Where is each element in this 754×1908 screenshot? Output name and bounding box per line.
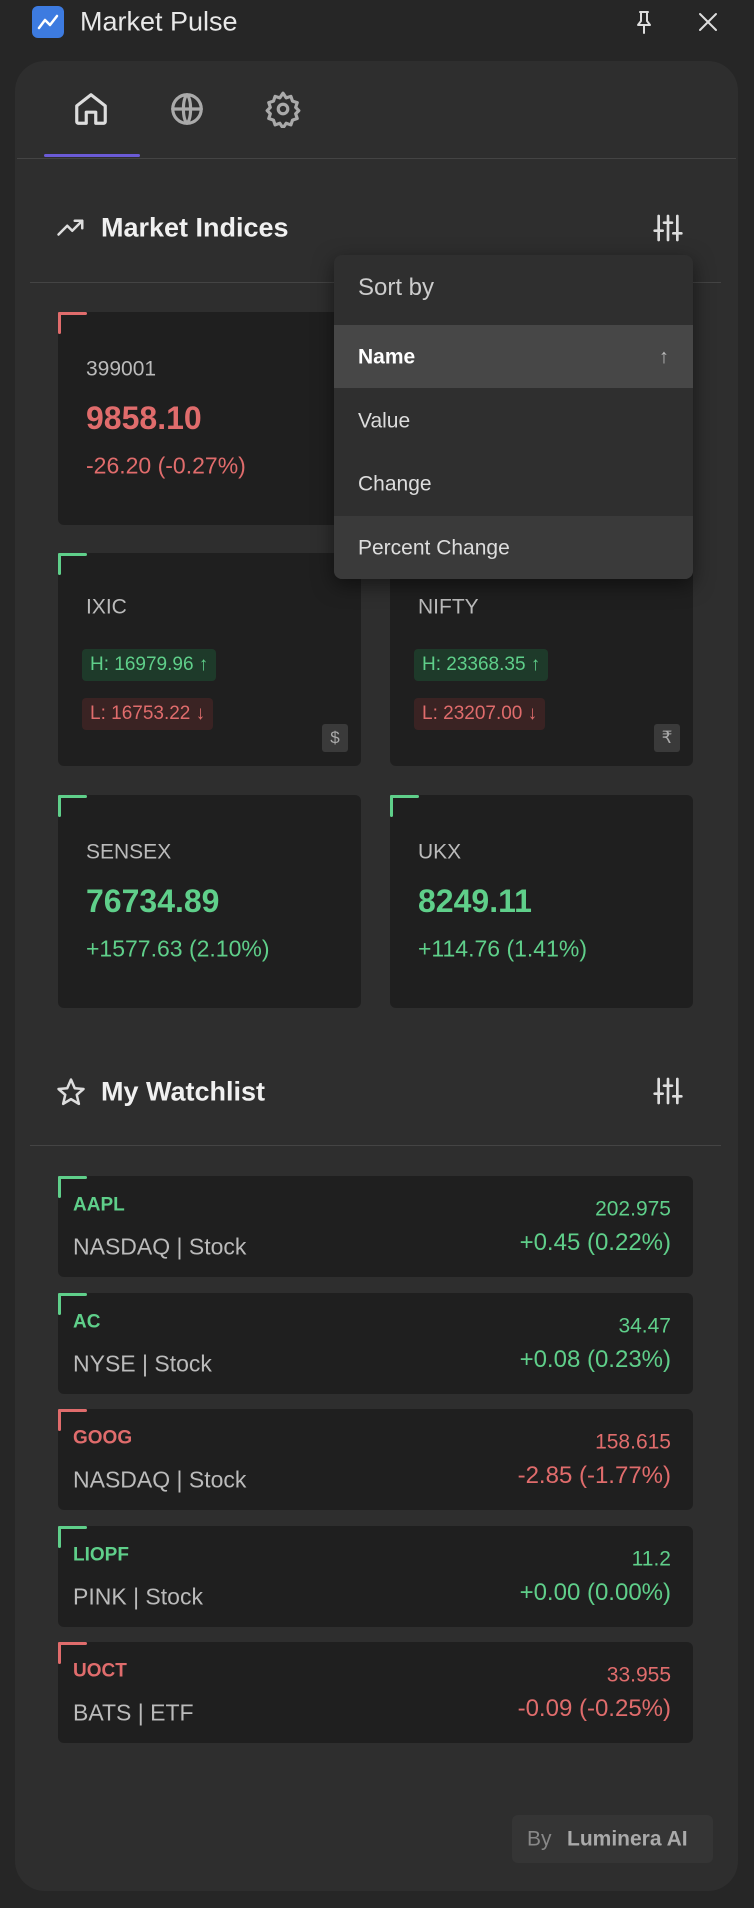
index-value: 76734.89 xyxy=(86,883,220,919)
sort-button[interactable] xyxy=(652,1075,684,1107)
globe-tab[interactable] xyxy=(168,90,206,128)
item-exchange: NYSE | Stock xyxy=(73,1350,212,1377)
footer-brand: Luminera AI xyxy=(567,1827,688,1851)
app-title: Market Pulse xyxy=(80,6,238,37)
section-title: Market Indices xyxy=(101,212,289,243)
card-accent xyxy=(58,1176,87,1179)
sort-option[interactable]: Percent Change xyxy=(334,515,693,579)
close-button[interactable] xyxy=(697,11,719,33)
index-card[interactable]: 399001 9858.10 -26.20 (-0.27%) xyxy=(58,312,361,525)
index-card[interactable]: SENSEX 76734.89 +1577.63 (2.10%) xyxy=(58,795,361,1008)
index-card[interactable]: IXIC H: 16979.96 ↑ L: 16753.22 ↓ $ xyxy=(58,553,361,766)
sort-option[interactable]: Name ↑ xyxy=(334,325,693,388)
item-price: 11.2 xyxy=(631,1547,671,1571)
menu-title: Sort by xyxy=(358,274,435,301)
index-symbol: IXIC xyxy=(86,595,127,619)
sort-direction: ↑ xyxy=(659,346,669,368)
app-icon xyxy=(32,6,64,38)
low-pill: L: 23207.00 ↓ xyxy=(414,698,546,730)
item-symbol: LIOPF xyxy=(73,1544,129,1566)
option-label: Change xyxy=(358,472,432,496)
index-value: 9858.10 xyxy=(86,400,202,436)
card-accent xyxy=(58,1292,87,1296)
card-accent xyxy=(58,1176,61,1198)
item-price: 33.955 xyxy=(606,1663,671,1687)
item-symbol: AAPL xyxy=(73,1194,125,1216)
item-change: -0.09 (-0.25%) xyxy=(517,1695,671,1723)
section-divider xyxy=(30,1145,721,1146)
item-exchange: BATS | ETF xyxy=(73,1699,194,1726)
currency-badge: $ xyxy=(322,724,348,752)
card-accent xyxy=(58,553,61,575)
watchlist-item[interactable]: AAPL NASDAQ | Stock 202.975 +0.45 (0.22%) xyxy=(58,1176,693,1277)
item-exchange: NASDAQ | Stock xyxy=(73,1233,247,1260)
item-symbol: GOOG xyxy=(73,1427,133,1449)
index-symbol: 399001 xyxy=(86,357,157,381)
footer-prefix: By xyxy=(527,1827,552,1851)
sort-option[interactable]: Value xyxy=(334,389,693,452)
tab-divider xyxy=(17,158,736,159)
watchlist-item[interactable]: GOOG NASDAQ | Stock 158.615 -2.85 (-1.77%) xyxy=(58,1409,693,1511)
low-pill: L: 16753.22 ↓ xyxy=(82,698,214,730)
section-title: My Watchlist xyxy=(101,1076,266,1107)
card-accent xyxy=(58,1642,61,1665)
sort-button[interactable] xyxy=(652,212,684,244)
sort-menu: Sort by Name ↑ Value Change Percent Change xyxy=(334,255,693,579)
item-change: +0.45 (0.22%) xyxy=(519,1229,671,1256)
item-exchange: PINK | Stock xyxy=(73,1583,203,1610)
high-pill: H: 23368.35 ↑ xyxy=(414,649,549,681)
item-change: +0.08 (0.23%) xyxy=(519,1345,671,1373)
option-label: Name xyxy=(358,345,416,369)
card-accent xyxy=(58,1409,61,1432)
item-exchange: NASDAQ | Stock xyxy=(73,1466,247,1493)
card-accent xyxy=(390,795,393,817)
card-accent xyxy=(58,312,87,315)
settings-tab[interactable] xyxy=(264,90,302,128)
high-pill: H: 16979.96 ↑ xyxy=(82,649,217,681)
option-label: Value xyxy=(358,409,411,432)
item-price: 34.47 xyxy=(618,1314,671,1338)
active-tab-indicator xyxy=(44,154,140,157)
item-change: -2.85 (-1.77%) xyxy=(517,1462,671,1490)
card-accent xyxy=(58,795,87,798)
index-card[interactable]: NIFTY H: 23368.35 ↑ L: 23207.00 ↓ ₹ xyxy=(390,553,693,766)
item-price: 158.615 xyxy=(595,1430,671,1454)
watchlist-item[interactable]: LIOPF PINK | Stock 11.2 +0.00 (0.00%) xyxy=(58,1525,693,1627)
card-accent xyxy=(58,1409,87,1413)
card-accent xyxy=(390,795,419,798)
index-change: +114.76 (1.41%) xyxy=(418,935,587,962)
card-accent xyxy=(58,312,61,334)
index-symbol: UKX xyxy=(418,840,462,864)
home-tab[interactable] xyxy=(72,90,110,128)
option-label: Percent Change xyxy=(358,536,510,559)
index-change: -26.20 (-0.27%) xyxy=(86,452,246,479)
pin-button[interactable] xyxy=(632,9,656,35)
index-change: +1577.63 (2.10%) xyxy=(86,935,270,962)
item-symbol: UOCT xyxy=(73,1660,127,1682)
item-symbol: AC xyxy=(73,1311,101,1333)
card-accent xyxy=(58,1525,87,1529)
index-card[interactable]: UKX 8249.11 +114.76 (1.41%) xyxy=(390,795,693,1008)
item-price: 202.975 xyxy=(595,1197,671,1221)
watchlist-item[interactable]: AC NYSE | Stock 34.47 +0.08 (0.23%) xyxy=(58,1292,693,1394)
index-value: 8249.11 xyxy=(418,883,532,919)
sort-option[interactable]: Change xyxy=(334,452,693,515)
card-accent xyxy=(58,1525,61,1548)
star-icon xyxy=(57,1078,85,1106)
card-accent xyxy=(58,795,61,817)
trend-icon xyxy=(57,219,84,236)
index-symbol: SENSEX xyxy=(86,840,172,864)
footer-badge: By Luminera AI xyxy=(512,1815,713,1863)
index-symbol: NIFTY xyxy=(418,595,479,619)
card-accent xyxy=(58,1292,61,1315)
watchlist-item[interactable]: UOCT BATS | ETF 33.955 -0.09 (-0.25%) xyxy=(58,1642,693,1744)
currency-badge: ₹ xyxy=(654,724,680,752)
card-accent xyxy=(58,553,87,556)
item-change: +0.00 (0.00%) xyxy=(519,1578,671,1606)
card-accent xyxy=(58,1642,87,1646)
